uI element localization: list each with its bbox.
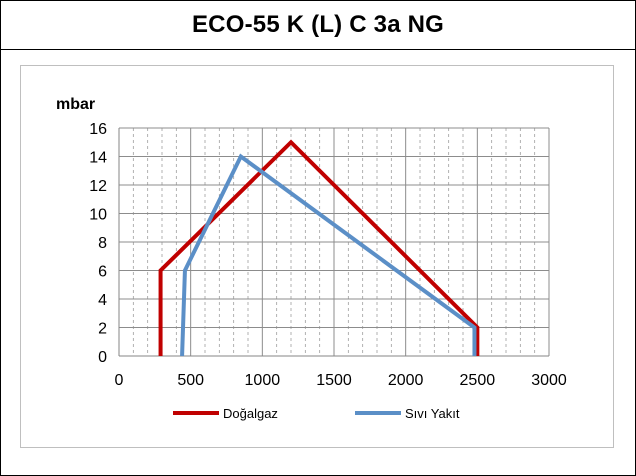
line-chart: 0 2 4 6 8 10 12 14 16 0 500 1000 1500 2000 2500 3000 mba… xyxy=(56,96,567,421)
y-axis-label: mbar xyxy=(56,96,95,113)
x-tick-label: 1000 xyxy=(245,372,281,389)
x-tick-label: 2500 xyxy=(460,372,496,389)
x-tick-label: 2000 xyxy=(388,372,424,389)
y-tick-label: 6 xyxy=(98,264,107,281)
y-tick-label: 16 xyxy=(89,121,107,138)
x-tick-label: 0 xyxy=(115,372,124,389)
x-tick-label: 500 xyxy=(177,372,204,389)
series-line xyxy=(180,153,477,357)
y-tick-label: 0 xyxy=(98,349,107,366)
y-tick-label: 10 xyxy=(89,207,107,224)
y-tick-label: 8 xyxy=(98,235,107,252)
x-tick-label: 3000 xyxy=(531,372,567,389)
title-bar: ECO-55 K (L) C 3a NG xyxy=(1,1,635,50)
y-tick-label: 2 xyxy=(98,321,107,338)
legend-label: Sıvı Yakıt xyxy=(405,406,460,421)
legend-label: Doğalgaz xyxy=(223,406,278,421)
series-line xyxy=(158,139,480,356)
y-tick-label: 12 xyxy=(89,178,107,195)
chart-title: ECO-55 K (L) C 3a NG xyxy=(191,11,445,38)
x-tick-label: 1500 xyxy=(316,372,352,389)
y-tick-label: 4 xyxy=(98,292,107,309)
y-tick-label: 14 xyxy=(89,150,107,167)
chart-area: 0 2 4 6 8 10 12 14 16 0 500 1000 1500 2000 2500 3000 mba… xyxy=(20,65,614,448)
